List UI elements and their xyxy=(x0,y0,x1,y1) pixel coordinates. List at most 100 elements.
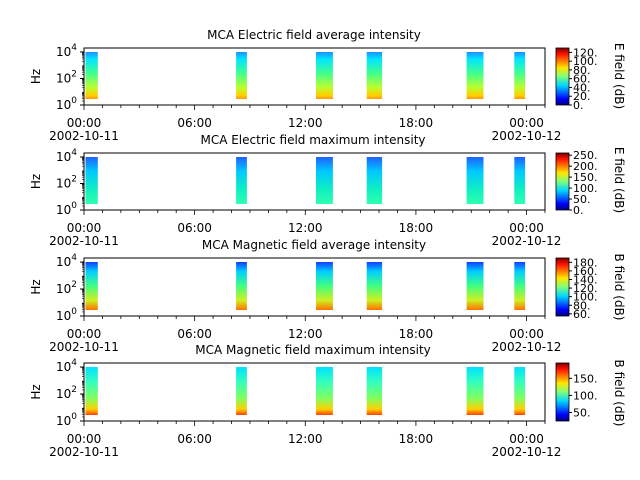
panel-2-ylabel: Hz xyxy=(29,174,43,189)
panel-4-date-label-0: 2002-10-11 xyxy=(49,445,119,459)
panel-1-ytick-label-0: 100 xyxy=(56,96,77,112)
panel-4-cb-tick-label-2: 50. xyxy=(573,406,591,419)
panel-3-date-label-0: 2002-10-11 xyxy=(49,340,119,354)
panel-2-interval-4 xyxy=(366,157,383,204)
panel-1-xtick-label-0: 00:00 xyxy=(67,116,102,130)
panel-2-cb-tick-label-5: 0. xyxy=(573,204,584,217)
panel-1-xtick-label-2: 12:00 xyxy=(288,116,323,130)
panel-3-cb-tick-label-1: 160. xyxy=(573,265,598,278)
panel-2-axes-frame xyxy=(83,152,546,211)
panel-4-interval-3 xyxy=(316,367,333,415)
panel-4-ytick-label-2: 104 xyxy=(56,358,77,374)
panel-3-axes-frame xyxy=(83,257,546,317)
panel-2-ytick-label-1: 102 xyxy=(56,174,77,190)
panel-3-xtick-label-0: 00:00 xyxy=(67,327,102,341)
panel-1-colorbar xyxy=(555,47,570,106)
panel-2-interval-5 xyxy=(466,157,484,204)
panel-4-xtick-label-2: 12:00 xyxy=(288,432,323,446)
panel-1-xtick-label-1: 06:00 xyxy=(177,116,212,130)
panel-4-ylabel: Hz xyxy=(29,384,43,399)
panel-2-ytick-label-2: 104 xyxy=(56,148,77,164)
panel-2-interval-2 xyxy=(236,157,247,204)
panel-4-title: MCA Magnetic field maximum intensity xyxy=(195,343,431,357)
panel-4-interval-1 xyxy=(85,367,98,415)
panel-1-cb-tick-label-6: 0. xyxy=(573,99,584,112)
panel-2-xtick-label-4: 00:00 xyxy=(509,221,544,235)
panel-1-cb-tick-label-1: 100. xyxy=(573,55,598,68)
panel-1-axes-frame xyxy=(83,47,546,106)
panel-1-date-label-1: 2002-10-12 xyxy=(492,129,562,143)
panel-3-colorbar xyxy=(555,257,570,317)
panel-2-texts: MCA Electric field maximum intensity E f… xyxy=(200,133,626,213)
panel-2-xtick-label-2: 12:00 xyxy=(288,221,323,235)
panel-2-ytick-label-0: 100 xyxy=(56,201,77,217)
panel-2-interval-6 xyxy=(514,157,526,204)
panel-2-xtick-label-1: 06:00 xyxy=(177,221,212,235)
panel-4-colorbar xyxy=(555,362,570,422)
panel-4-texts: MCA Magnetic field maximum intensity B f… xyxy=(195,343,626,426)
panel-4-ytick-label-1: 102 xyxy=(56,385,77,401)
panel-2-colorbar xyxy=(555,152,570,211)
panel-1-interval-1 xyxy=(85,52,98,99)
panel-2-cb-tick-label-0: 250. xyxy=(573,149,598,162)
panel-4-interval-2 xyxy=(236,367,247,415)
panel-1-title: MCA Electric field average intensity xyxy=(207,28,421,42)
panel-3-xtick-label-4: 00:00 xyxy=(509,327,544,341)
panel-3-cb-tick-label-3: 120. xyxy=(573,282,598,295)
panel-2-cb-tick-label-1: 200. xyxy=(573,160,598,173)
panel-3-ytick-label-0: 100 xyxy=(56,307,77,323)
panel-1-interval-2 xyxy=(236,52,247,99)
panel-1-ylabel: Hz xyxy=(29,69,43,84)
panel-4-interval-5 xyxy=(466,367,484,415)
panel-1-xtick-label-3: 18:00 xyxy=(399,116,434,130)
panel-4-xtick-label-3: 18:00 xyxy=(399,432,434,446)
panel-1-ytick-label-2: 104 xyxy=(56,43,77,59)
panel-3-interval-2 xyxy=(236,262,247,310)
panel-1-date-label-0: 2002-10-11 xyxy=(49,129,119,143)
panel-4-date-label-1: 2002-10-12 xyxy=(492,445,562,459)
panel-3-cb-tick-label-4: 100. xyxy=(573,291,598,304)
panel-3-cb-tick-label-5: 80. xyxy=(573,299,591,312)
panel-4-interval-6 xyxy=(514,367,526,415)
panel-3-xtick-label-1: 06:00 xyxy=(177,327,212,341)
panel-4-cb-tick-label-0: 150. xyxy=(573,372,598,385)
panel-3-interval-5 xyxy=(466,262,484,310)
panel-3-ytick-label-1: 102 xyxy=(56,280,77,296)
panel-2-cb-tick-label-4: 50. xyxy=(573,193,591,206)
panel-1-cb-tick-label-2: 80. xyxy=(573,64,591,77)
panel-2-xtick-label-3: 18:00 xyxy=(399,221,434,235)
panel-2-interval-1 xyxy=(85,157,98,204)
panel-2-xtick-label-0: 00:00 xyxy=(67,221,102,235)
panel-4-cb-tick-label-1: 100. xyxy=(573,389,598,402)
panel-1-interval-6 xyxy=(514,52,526,99)
panel-1-texts: MCA Electric field average intensity E f… xyxy=(207,28,626,109)
panel-1-colorbar-label: E field (dB) xyxy=(612,43,626,109)
panel-2-date-label-0: 2002-10-11 xyxy=(49,234,119,248)
panel-2-date-label-1: 2002-10-12 xyxy=(492,234,562,248)
panel-2-cb-tick-label-3: 100. xyxy=(573,182,598,195)
panel-3-xtick-label-3: 18:00 xyxy=(399,327,434,341)
panel-4-ytick-label-0: 100 xyxy=(56,412,77,428)
panel-4-interval-4 xyxy=(366,367,383,415)
panel-1-xtick-label-4: 00:00 xyxy=(509,116,544,130)
panel-3-ytick-label-2: 104 xyxy=(56,253,77,269)
panel-3-interval-4 xyxy=(366,262,383,310)
panel-3-cb-tick-label-6: 60. xyxy=(573,308,591,321)
panel-4-xtick-label-1: 06:00 xyxy=(177,432,212,446)
panel-3-xtick-label-2: 12:00 xyxy=(288,327,323,341)
panel-1-cb-tick-label-0: 120. xyxy=(573,46,598,59)
panel-2-cb-tick-label-2: 150. xyxy=(573,171,598,184)
panel-1-interval-3 xyxy=(316,52,333,99)
panel-1-interval-4 xyxy=(366,52,383,99)
panel-4-axes-frame xyxy=(83,362,546,422)
panel-2-colorbar-label: E field (dB) xyxy=(612,147,626,213)
panel-1-cb-tick-label-5: 20. xyxy=(573,90,591,103)
panel-1-interval-5 xyxy=(466,52,484,99)
panel-4-xtick-label-4: 00:00 xyxy=(509,432,544,446)
panel-3-interval-1 xyxy=(85,262,98,310)
